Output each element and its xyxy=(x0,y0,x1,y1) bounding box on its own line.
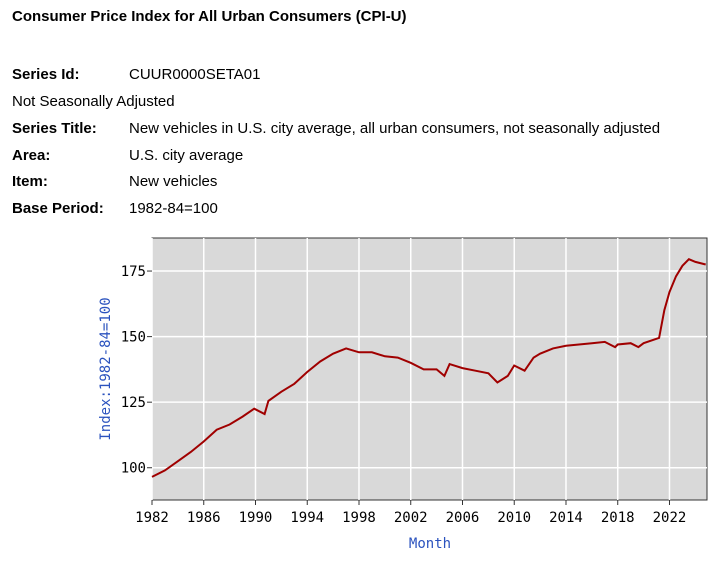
value: 1982-84=100 xyxy=(129,200,218,217)
value: U.S. city average xyxy=(129,147,244,164)
series-line xyxy=(151,258,706,478)
value: CUUR0000SETA01 xyxy=(129,66,261,83)
label: Series Title: xyxy=(12,120,97,137)
page-title: Consumer Price Index for All Urban Consu… xyxy=(12,8,407,25)
x-tick-label: 2002 xyxy=(394,510,428,526)
y-tick-label: 100 xyxy=(121,461,146,477)
x-tick-label: 1982 xyxy=(135,510,169,526)
x-tick-label: 1998 xyxy=(342,510,376,526)
x-tick-label: 1990 xyxy=(239,510,273,526)
label: Base Period: xyxy=(12,200,104,217)
y-axis-label: Index:1982-84=100 xyxy=(98,297,114,440)
item-row: Item: New vehicles xyxy=(12,173,217,190)
adjustment: Not Seasonally Adjusted xyxy=(12,93,175,110)
y-tick-label: 175 xyxy=(121,264,146,280)
series-id-row: Series Id: CUUR0000SETA01 xyxy=(12,66,260,83)
value: New vehicles xyxy=(129,173,218,190)
x-tick-label: 1994 xyxy=(290,510,324,526)
base-period-row: Base Period: 1982-84=100 xyxy=(12,200,218,217)
x-tick-label: 1986 xyxy=(187,510,221,526)
label: Item: xyxy=(12,173,48,190)
area-row: Area: U.S. city average xyxy=(12,147,243,164)
x-tick-label: 2010 xyxy=(497,510,531,526)
y-tick-label: 150 xyxy=(121,330,146,346)
label: Area: xyxy=(12,147,51,164)
y-tick-label: 125 xyxy=(121,395,146,411)
x-tick-label: 2006 xyxy=(446,510,480,526)
x-tick-label: 2018 xyxy=(601,510,635,526)
x-axis-label: Month xyxy=(409,536,451,552)
x-tick-label: 2022 xyxy=(653,510,687,526)
x-tick-label: 2014 xyxy=(549,510,583,526)
value: New vehicles in U.S. city average, all u… xyxy=(129,120,661,137)
label: Series Id: xyxy=(12,66,80,83)
series-title-row: Series Title: New vehicles in U.S. city a… xyxy=(12,120,660,137)
